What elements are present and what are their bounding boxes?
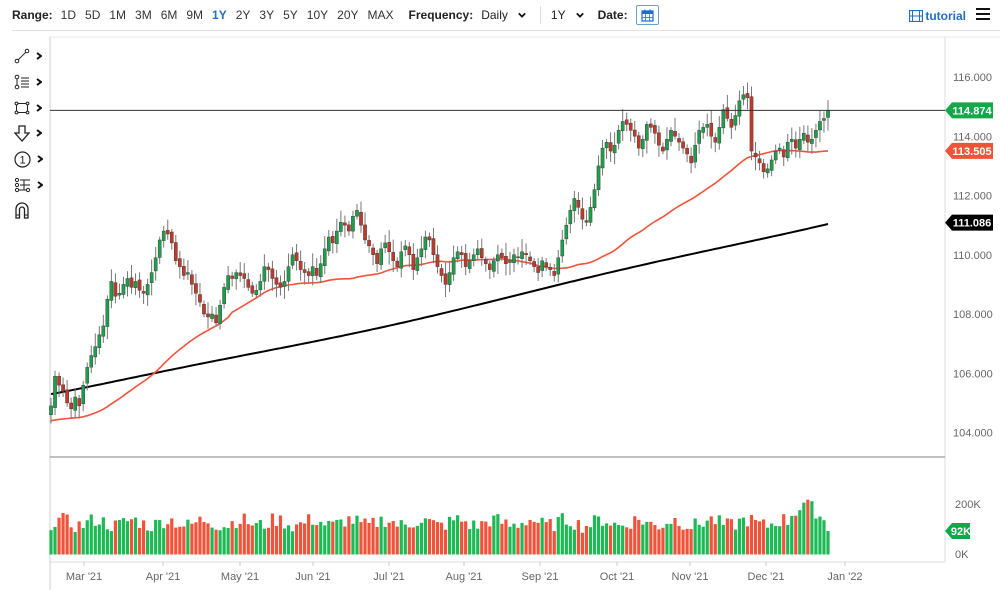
price-axis-tick: 112.000 <box>953 191 992 203</box>
range-button-1m[interactable]: 1M <box>109 8 127 22</box>
svg-text:114.874: 114.874 <box>952 105 992 117</box>
date-axis-tick: Jun '21 <box>295 571 330 583</box>
date-axis-tick: Sep '21 <box>522 571 559 583</box>
tutorial-label: tutorial <box>925 9 966 23</box>
svg-text:1: 1 <box>19 154 25 166</box>
range-button-5d[interactable]: 5D <box>85 8 101 22</box>
numbered-circle-icon: 1 <box>14 150 31 168</box>
volume-bars <box>49 499 830 555</box>
volume-axis-tick: 0K <box>955 549 969 561</box>
measure-icon <box>14 177 31 193</box>
range-button-2y[interactable]: 2Y <box>235 8 251 22</box>
price-axis-tick: 114.000 <box>953 131 992 143</box>
fast-moving-average-line <box>50 149 829 422</box>
volume-last-tag: 92K <box>945 523 971 539</box>
range-button-3m[interactable]: 3M <box>135 8 152 22</box>
chevron-right-icon <box>36 129 42 137</box>
range-button-10y[interactable]: 10Y <box>306 8 329 22</box>
chevron-down-icon <box>518 12 526 18</box>
chart-frame <box>49 36 1000 590</box>
chevron-right-icon <box>36 104 42 112</box>
price-axis-tick: 106.000 <box>953 368 993 380</box>
chevron-right-icon <box>36 78 42 86</box>
price-axis: 116.000 114.000 112.000 110.000 108.000 106.0… <box>953 72 993 561</box>
menu-line <box>976 18 990 20</box>
date-axis: Mar '21 Apr '21 May '21 Jun '21 Jul '21 Aug '… <box>66 562 863 583</box>
svg-text:111.086: 111.086 <box>953 218 992 230</box>
magnet-tool[interactable] <box>14 200 48 220</box>
range-buttons: 1D 5D 1M 3M 6M 9M 1Y 2Y 3Y 5Y 10Y 20Y MAX <box>61 8 403 22</box>
date-axis-tick: Dec '21 <box>748 571 785 583</box>
price-axis-tick: 110.000 <box>953 250 992 262</box>
date-axis-tick: Mar '21 <box>66 571 102 583</box>
film-icon <box>909 10 924 22</box>
date-axis-tick: Nov '21 <box>672 571 709 583</box>
price-tags: 114.874 113.505 111.086 92K <box>945 102 993 539</box>
date-axis-tick: Oct '21 <box>600 571 635 583</box>
volume-axis-tick: 200K <box>955 499 981 511</box>
range-button-1y[interactable]: 1Y <box>212 8 227 22</box>
hamburger-menu-button[interactable] <box>976 8 990 20</box>
calendar-icon <box>640 9 654 22</box>
period-dropdown[interactable]: 1Y <box>551 8 584 22</box>
menu-line <box>976 13 990 15</box>
date-axis-tick: Apr '21 <box>146 571 181 583</box>
price-axis-tick: 116.000 <box>953 72 992 84</box>
fibonacci-tool[interactable] <box>14 72 48 92</box>
measure-tool[interactable] <box>14 175 48 195</box>
date-axis-tick: Jul '21 <box>373 571 404 583</box>
range-button-3y[interactable]: 3Y <box>259 8 275 22</box>
slow-ma-tag: 111.086 <box>945 214 993 231</box>
chevron-right-icon <box>36 52 42 60</box>
annotation-tool[interactable]: 1 <box>14 149 48 169</box>
period-value: 1Y <box>550 8 566 22</box>
frequency-value: Daily <box>481 8 508 22</box>
frequency-label: Frequency: <box>408 8 474 22</box>
chevron-right-icon <box>37 155 43 163</box>
rectangle-icon <box>14 101 30 115</box>
menu-line <box>976 8 990 10</box>
range-button-max[interactable]: MAX <box>367 8 394 22</box>
slow-moving-average-line <box>50 223 829 395</box>
range-button-1d[interactable]: 1D <box>60 8 77 22</box>
fast-ma-tag: 113.505 <box>945 142 993 159</box>
tutorial-link[interactable]: tutorial <box>909 9 966 23</box>
price-axis-tick: 108.000 <box>953 309 993 321</box>
date-label: Date: <box>597 8 628 22</box>
chart-toolbar: Range: 1D 5D 1M 3M 6M 9M 1Y 2Y 3Y 5Y 10Y 20Y MAX Fre… <box>12 0 1000 31</box>
toolbar-divider <box>539 6 541 24</box>
date-axis-tick: May '21 <box>221 571 259 583</box>
date-axis-tick: Jan '22 <box>827 571 862 583</box>
range-button-6m[interactable]: 6M <box>160 8 178 22</box>
chevron-down-icon <box>575 12 584 18</box>
range-label: Range: <box>12 8 53 22</box>
arrow-tool[interactable] <box>14 123 48 143</box>
frequency-dropdown[interactable]: Daily <box>481 8 526 22</box>
range-button-5y[interactable]: 5Y <box>283 8 298 22</box>
line-icon <box>14 48 30 64</box>
range-button-20y[interactable]: 20Y <box>337 8 359 22</box>
arrow-down-icon <box>14 124 30 142</box>
magnet-icon <box>15 202 29 219</box>
chevron-right-icon <box>37 181 43 189</box>
date-picker-button[interactable] <box>635 5 659 25</box>
price-axis-tick: 104.000 <box>953 428 993 440</box>
svg-text:113.505: 113.505 <box>952 146 991 158</box>
candlesticks <box>49 82 830 424</box>
last-price-tag: 114.874 <box>945 102 993 119</box>
trendline-tool[interactable] <box>14 46 48 66</box>
fib-levels-icon <box>14 74 29 90</box>
range-button-9m[interactable]: 9M <box>186 8 204 22</box>
svg-text:92K: 92K <box>951 526 971 538</box>
rectangle-tool[interactable] <box>14 98 48 118</box>
date-axis-tick: Aug '21 <box>446 571 483 583</box>
